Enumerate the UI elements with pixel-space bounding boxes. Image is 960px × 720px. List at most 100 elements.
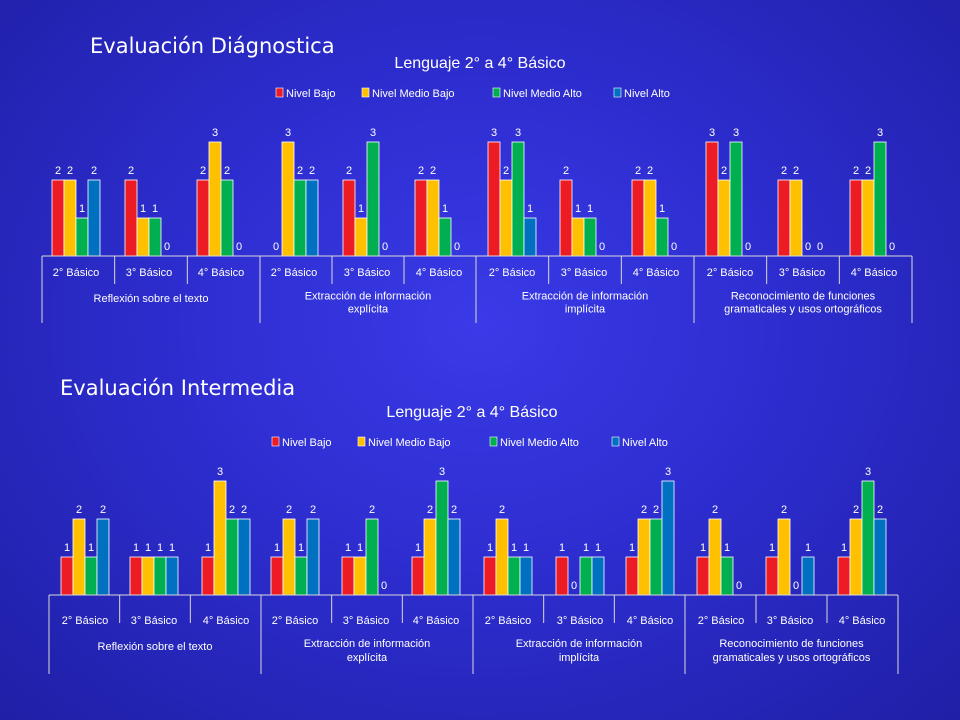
data-label: 1 <box>700 542 706 554</box>
group-label: Extracción de información explícita <box>305 291 432 316</box>
bar <box>555 556 569 596</box>
data-label: 1 <box>629 542 635 554</box>
group-label: Extracción de información implícita <box>516 638 643 664</box>
bar <box>729 141 743 257</box>
data-label: 1 <box>583 542 589 554</box>
data-label: 2 <box>721 165 727 177</box>
legend-swatch <box>613 87 622 98</box>
bar <box>861 179 875 257</box>
group-label: Extracción de información explícita <box>304 638 431 664</box>
bar <box>426 179 440 257</box>
bar <box>141 556 155 596</box>
legend-swatch <box>271 436 280 447</box>
category-label: 3° Básico <box>126 267 173 279</box>
bar <box>75 217 89 257</box>
data-label: 2 <box>229 504 235 516</box>
chart-title: Lenguaje 2° a 4° Básico <box>394 55 565 72</box>
legend-swatch <box>361 87 370 98</box>
group-label: Reflexión sobre el texto <box>94 293 209 305</box>
bar <box>765 556 779 596</box>
bar <box>849 518 863 596</box>
data-label: 2 <box>877 504 883 516</box>
data-label: 0 <box>273 241 279 253</box>
bar <box>861 480 875 596</box>
legend-label: Nivel Alto <box>622 437 668 449</box>
legend-swatch <box>357 436 366 447</box>
data-label: 2 <box>653 504 659 516</box>
data-label: 1 <box>841 542 847 554</box>
data-label: 1 <box>157 542 163 554</box>
data-label: 1 <box>298 542 304 554</box>
data-label: 2 <box>647 165 653 177</box>
bar <box>208 141 222 257</box>
bar <box>213 480 227 596</box>
data-label: 3 <box>665 466 671 478</box>
data-label: 2 <box>781 504 787 516</box>
data-label: 0 <box>736 580 742 592</box>
bar <box>63 179 77 257</box>
data-label: 1 <box>169 542 175 554</box>
bar <box>237 518 251 596</box>
bar <box>649 518 663 596</box>
bar <box>220 179 234 257</box>
bar <box>705 141 719 257</box>
bar <box>129 556 143 596</box>
data-label: 1 <box>274 542 280 554</box>
data-label: 1 <box>659 203 665 215</box>
legend-swatch <box>492 87 501 98</box>
data-label: 1 <box>523 542 529 554</box>
data-label: 1 <box>805 542 811 554</box>
bar <box>366 141 380 257</box>
data-label: 0 <box>236 241 242 253</box>
bar <box>720 556 734 596</box>
bar <box>124 179 138 257</box>
data-label: 1 <box>587 203 593 215</box>
category-label: 4° Básico <box>198 267 245 279</box>
data-label: 3 <box>491 127 497 139</box>
bar <box>487 141 501 257</box>
bar <box>293 179 307 257</box>
data-label: 2 <box>67 165 73 177</box>
data-label: 1 <box>345 542 351 554</box>
category-label: 4° Básico <box>633 267 680 279</box>
bar <box>777 518 791 596</box>
data-label: 2 <box>641 504 647 516</box>
data-label: 2 <box>451 504 457 516</box>
bar <box>60 556 74 596</box>
legend-label: Nivel Alto <box>624 88 670 100</box>
bar <box>523 217 537 257</box>
data-label: 2 <box>128 165 134 177</box>
bar <box>342 179 356 257</box>
bar <box>96 518 110 596</box>
legend-label: Nivel Medio Bajo <box>368 437 451 449</box>
bar <box>281 141 295 257</box>
data-label: 1 <box>415 542 421 554</box>
data-label: 2 <box>499 504 505 516</box>
category-label: 4° Básico <box>203 615 250 627</box>
legend-swatch <box>275 87 284 98</box>
group-label: Reconocimiento de funciones gramaticales … <box>713 638 871 664</box>
bar <box>353 556 367 596</box>
data-label: 1 <box>133 542 139 554</box>
data-label: 1 <box>64 542 70 554</box>
bar <box>165 556 179 596</box>
data-label: 0 <box>745 241 751 253</box>
data-label: 0 <box>805 241 811 253</box>
category-label: 2° Básico <box>272 615 319 627</box>
bar <box>305 179 319 257</box>
legend-label: Nivel Bajo <box>282 437 332 449</box>
bar <box>438 217 452 257</box>
bar <box>483 556 497 596</box>
bar <box>306 518 320 596</box>
legend-swatch <box>611 436 620 447</box>
bar <box>643 179 657 257</box>
bar <box>354 217 368 257</box>
bar <box>495 518 509 596</box>
bar <box>559 179 573 257</box>
data-label: 2 <box>297 165 303 177</box>
data-label: 3 <box>865 466 871 478</box>
bar <box>201 556 215 596</box>
bar <box>51 179 65 257</box>
data-label: 2 <box>853 165 859 177</box>
chart-intermedia: Lenguaje 2° a 4° Básico Nivel Bajo Nivel M… <box>48 404 899 674</box>
